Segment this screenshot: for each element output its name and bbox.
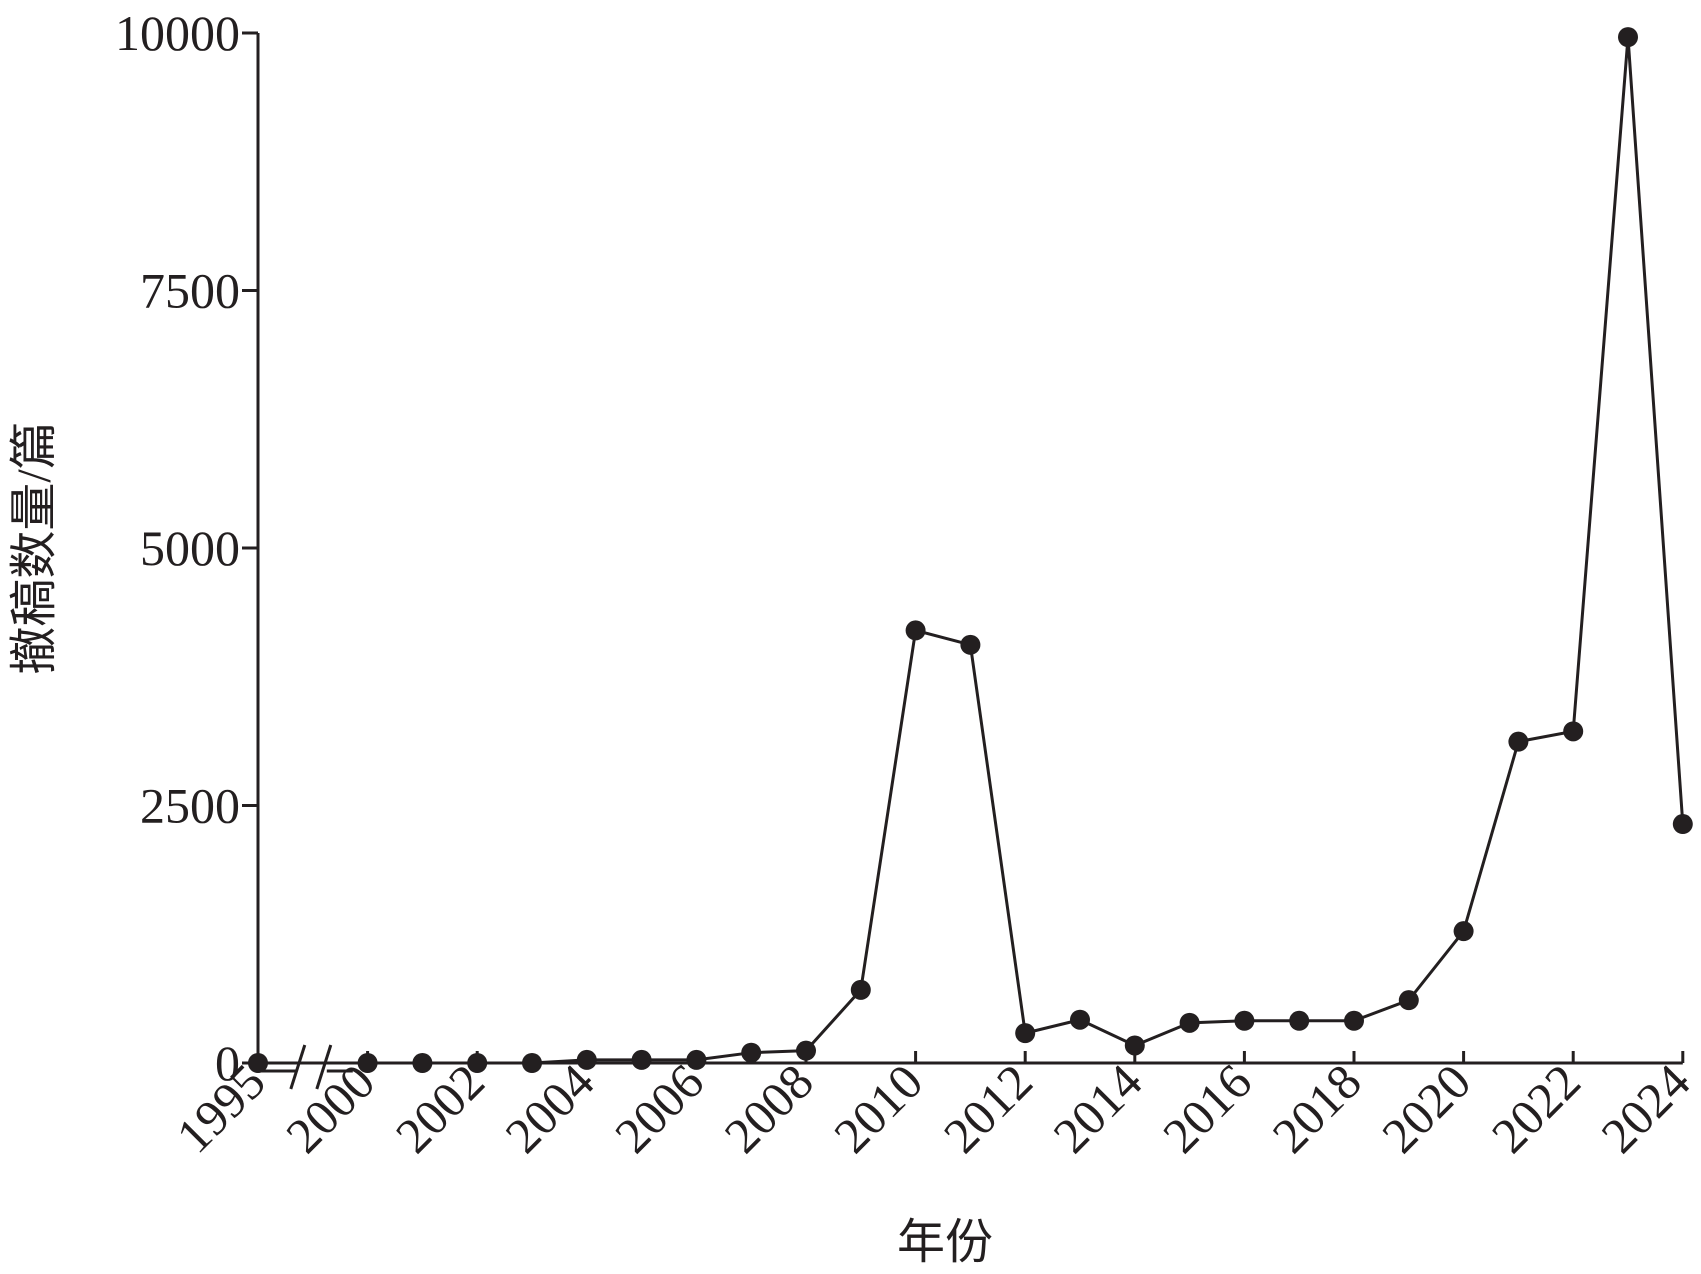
data-point (796, 1040, 816, 1061)
data-point (1289, 1010, 1310, 1031)
y-tick-label: 7500 (140, 263, 240, 319)
data-point (1618, 27, 1638, 48)
data-point (1124, 1035, 1145, 1056)
data-point (850, 979, 871, 1000)
data-point (1453, 921, 1474, 942)
y-tick-label: 2500 (140, 778, 240, 834)
x-tick-label: 2018 (1261, 1053, 1371, 1163)
data-point (1508, 731, 1529, 752)
data-point (1234, 1010, 1255, 1031)
data-point (1179, 1012, 1200, 1033)
x-tick-label: 2010 (823, 1053, 933, 1163)
data-point (357, 1053, 378, 1073)
data-point (631, 1049, 652, 1070)
data-point (686, 1049, 707, 1070)
x-axis-label: 年份 (897, 1216, 993, 1269)
data-point (412, 1053, 433, 1073)
data-point (1398, 990, 1419, 1011)
x-tick-label: 2008 (713, 1053, 823, 1163)
data-point (1344, 1010, 1364, 1031)
y-tick-label: 5000 (140, 520, 240, 576)
data-point (248, 1053, 268, 1073)
x-axis-break (315, 1044, 333, 1090)
data-point (960, 634, 981, 655)
y-axis-label: 撤稿数量/篇 (8, 421, 61, 674)
x-tick-label: 2014 (1042, 1053, 1152, 1163)
data-point (1672, 814, 1693, 835)
x-tick-label: 2016 (1152, 1053, 1262, 1163)
data-point (741, 1042, 762, 1063)
data-point (1070, 1009, 1090, 1030)
data-line (258, 37, 1685, 1065)
data-point (467, 1053, 488, 1073)
data-point (576, 1049, 597, 1070)
data-point (1015, 1023, 1036, 1044)
x-tick-label: 2012 (933, 1053, 1043, 1163)
x-tick-label: 2020 (1371, 1053, 1481, 1163)
data-point (1563, 721, 1584, 742)
data-point (905, 620, 926, 641)
y-tick-label: 0 (215, 1035, 240, 1091)
x-axis-break (289, 1044, 307, 1090)
x-tick-label: 2024 (1590, 1053, 1700, 1163)
x-tick-label: 2022 (1481, 1053, 1591, 1163)
y-tick-label: 10000 (115, 5, 240, 61)
data-point (522, 1053, 542, 1073)
